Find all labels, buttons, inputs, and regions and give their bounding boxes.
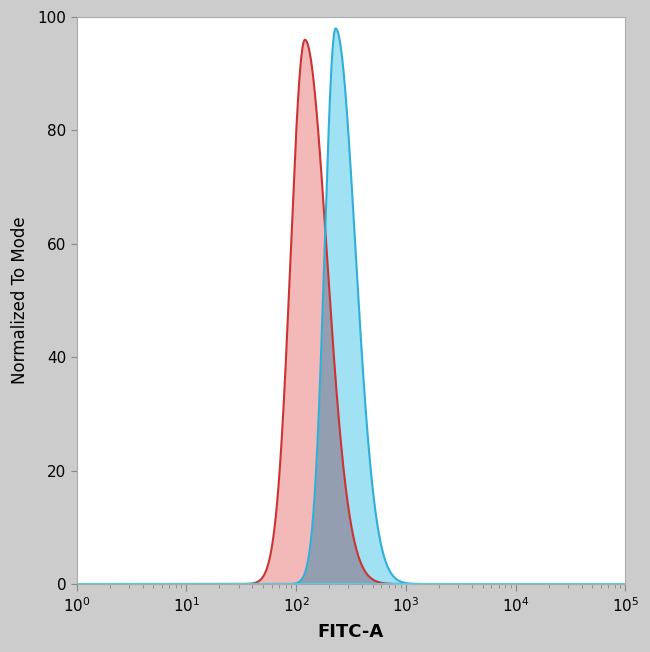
X-axis label: FITC-A: FITC-A [318, 623, 384, 641]
Y-axis label: Normalized To Mode: Normalized To Mode [11, 216, 29, 385]
